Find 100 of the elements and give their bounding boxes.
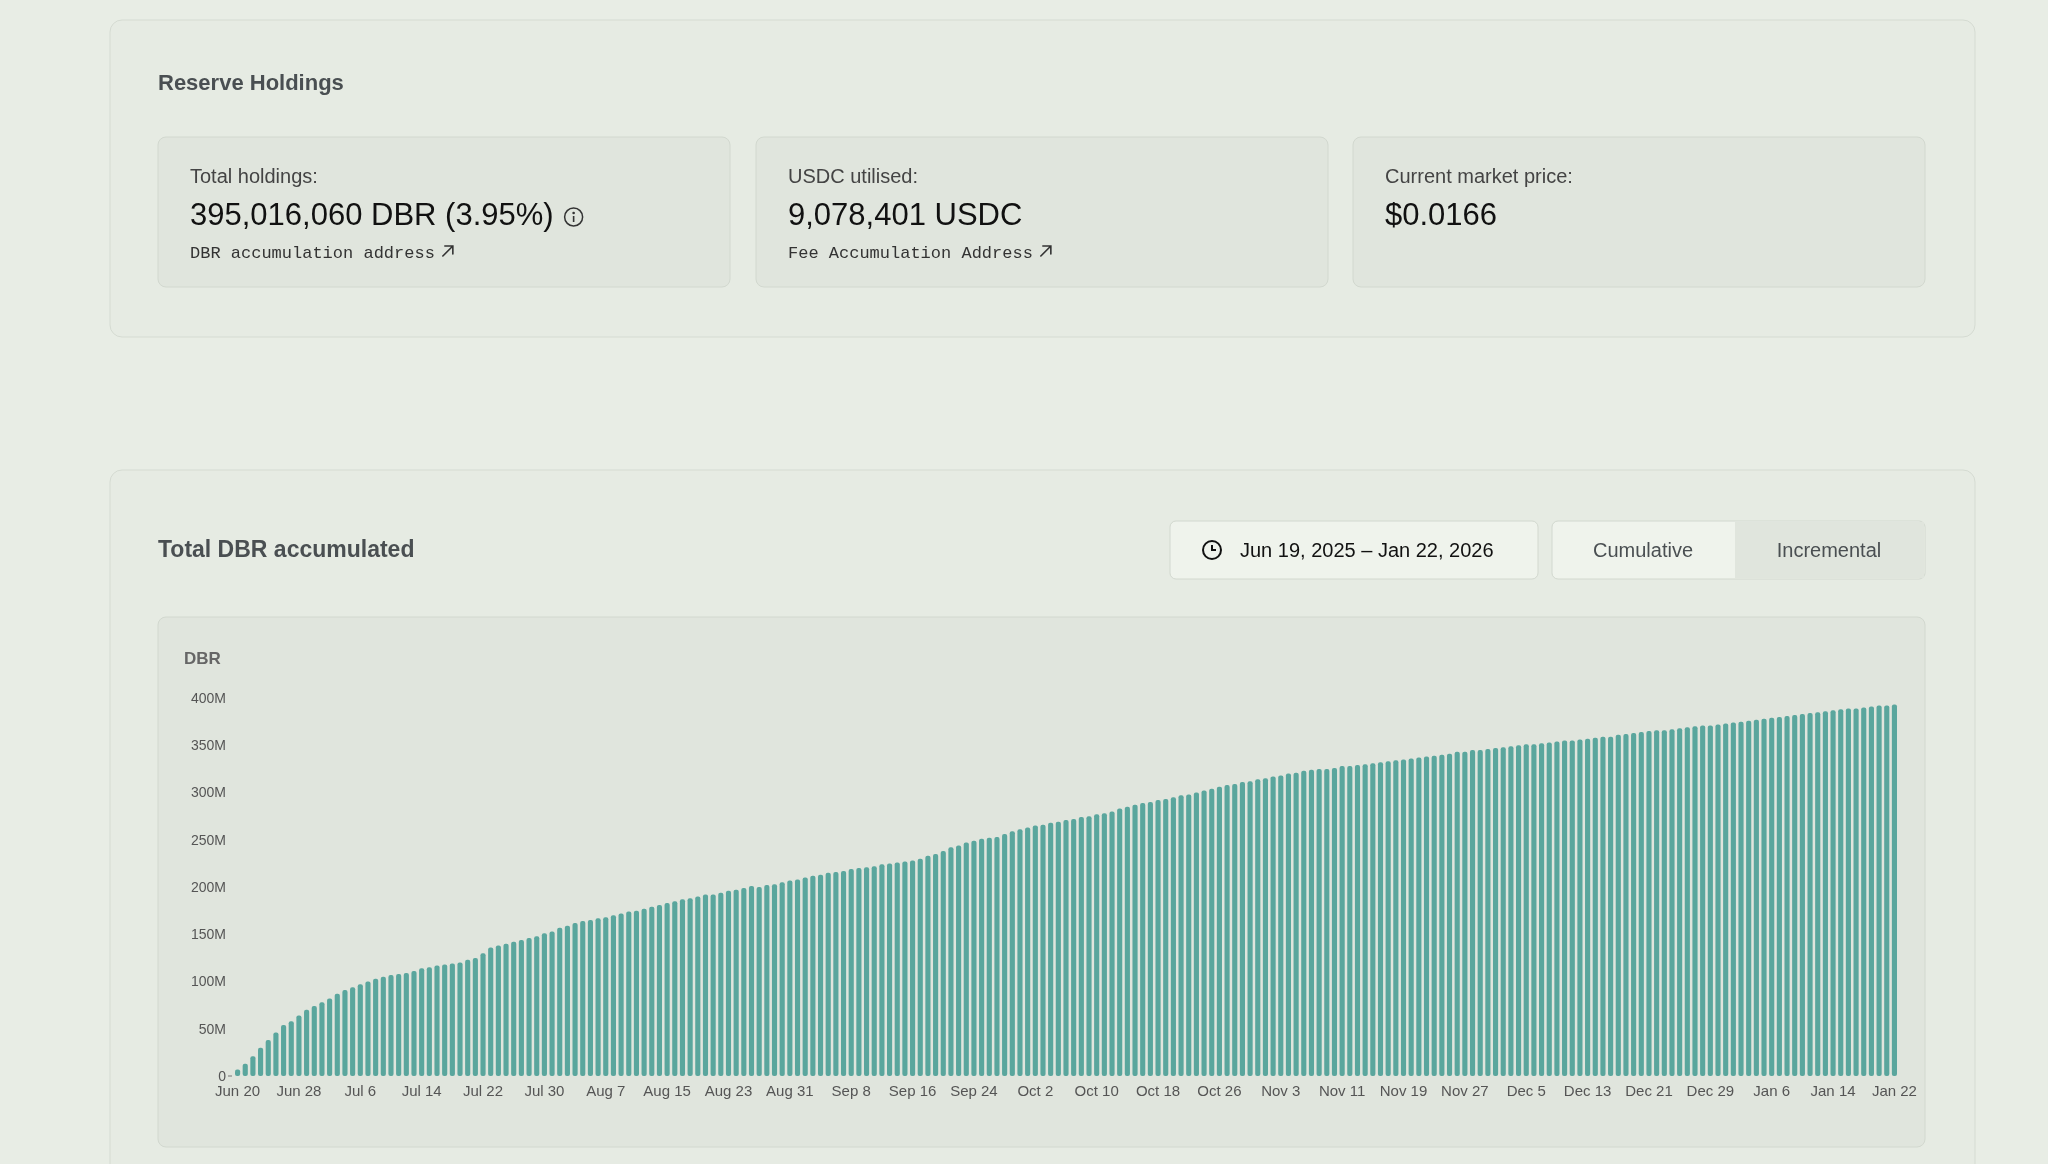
bar xyxy=(1247,781,1253,1076)
x-tick-label: Dec 13 xyxy=(1563,1082,1612,1099)
x-tick-label: Dec 5 xyxy=(1506,1082,1546,1099)
text: Cumulative xyxy=(1592,539,1694,561)
bar xyxy=(534,936,540,1076)
bar xyxy=(1331,767,1338,1076)
bar xyxy=(810,875,816,1076)
bar xyxy=(1822,711,1828,1076)
bar xyxy=(1032,825,1038,1076)
x-tick-label: Aug 31 xyxy=(766,1082,814,1099)
bar xyxy=(1055,821,1061,1076)
y-tick-label: 100M xyxy=(190,973,226,990)
bar xyxy=(833,871,839,1076)
bar xyxy=(434,965,440,1076)
bar xyxy=(1646,731,1652,1076)
bar xyxy=(1354,765,1361,1076)
bar xyxy=(917,858,923,1076)
bar xyxy=(871,866,877,1076)
x-tick-label: Jul 22 xyxy=(463,1082,504,1099)
bar xyxy=(702,894,709,1076)
bar xyxy=(1761,718,1767,1076)
text: Jun 19, 2025 – Jan 22, 2026 xyxy=(1240,539,1494,561)
bar xyxy=(902,861,908,1076)
y-tick-label: 200M xyxy=(190,878,226,895)
bar xyxy=(1377,762,1384,1076)
bar xyxy=(1838,709,1844,1076)
bar xyxy=(564,925,570,1076)
bar xyxy=(894,862,900,1076)
bar xyxy=(802,877,808,1076)
x-tick-label: Dec 21 xyxy=(1625,1082,1673,1099)
x-tick-label: Aug 15 xyxy=(643,1082,691,1099)
bar xyxy=(572,922,578,1076)
bar xyxy=(273,1032,279,1076)
bar xyxy=(1684,727,1690,1076)
bar xyxy=(304,1009,310,1076)
bar xyxy=(1454,751,1460,1076)
bar xyxy=(679,899,686,1076)
bar xyxy=(426,967,432,1076)
bar xyxy=(1086,816,1092,1076)
bar xyxy=(817,874,824,1076)
bar xyxy=(618,913,624,1076)
bar xyxy=(779,882,785,1076)
bar xyxy=(610,915,616,1076)
bar xyxy=(518,939,524,1076)
x-tick-label: Jul 14 xyxy=(401,1082,442,1099)
bar xyxy=(963,842,969,1076)
bar xyxy=(840,870,847,1076)
x-tick-label: Jun 20 xyxy=(215,1082,261,1099)
bar xyxy=(879,864,885,1076)
bar xyxy=(319,1002,325,1076)
bar xyxy=(756,887,762,1076)
bar xyxy=(672,901,678,1076)
bar xyxy=(403,973,409,1076)
text: Total holdings: xyxy=(190,165,318,187)
bar xyxy=(1170,797,1176,1076)
x-tick-label: Aug 23 xyxy=(704,1082,753,1099)
bar xyxy=(1868,706,1874,1076)
bar xyxy=(1776,716,1782,1076)
bar xyxy=(495,945,501,1076)
x-tick-label: Jul 6 xyxy=(344,1082,377,1099)
bar xyxy=(1308,769,1315,1076)
bar xyxy=(1025,827,1031,1076)
bar xyxy=(1078,817,1084,1076)
bar xyxy=(419,968,425,1076)
bar xyxy=(1155,800,1161,1076)
y-tick-label: 400M xyxy=(190,689,226,706)
bar xyxy=(1608,736,1614,1076)
bar xyxy=(465,959,471,1076)
x-tick-label: Sep 8 xyxy=(831,1082,871,1099)
bar xyxy=(557,927,563,1076)
y-tick-label: 150M xyxy=(190,926,226,943)
bar xyxy=(1799,714,1805,1076)
bar xyxy=(764,885,770,1076)
text: Fee Accumulation Address xyxy=(788,244,1033,263)
bar xyxy=(388,974,394,1076)
bar xyxy=(350,987,356,1076)
bar xyxy=(1830,710,1836,1076)
bar xyxy=(1063,819,1069,1076)
bar xyxy=(1009,831,1015,1076)
bar xyxy=(1017,829,1023,1076)
bar xyxy=(1738,721,1744,1076)
bar xyxy=(1845,708,1851,1076)
bar xyxy=(1117,808,1123,1076)
bar xyxy=(281,1024,287,1076)
bar xyxy=(856,868,862,1076)
bar xyxy=(1216,786,1222,1076)
bar xyxy=(1408,758,1414,1076)
bar xyxy=(365,981,371,1076)
bar xyxy=(449,963,455,1076)
x-tick-label: Dec 29 xyxy=(1686,1082,1735,1099)
bar xyxy=(1769,717,1775,1076)
bar xyxy=(1094,814,1100,1076)
bar xyxy=(1048,822,1054,1076)
bar xyxy=(787,880,793,1076)
text: $0.0166 xyxy=(1385,197,1498,232)
x-tick-label: Oct 2 xyxy=(1017,1082,1054,1099)
bar xyxy=(1040,824,1046,1076)
bar xyxy=(1531,744,1537,1076)
text: Incremental xyxy=(1776,539,1882,561)
bar xyxy=(825,872,831,1076)
